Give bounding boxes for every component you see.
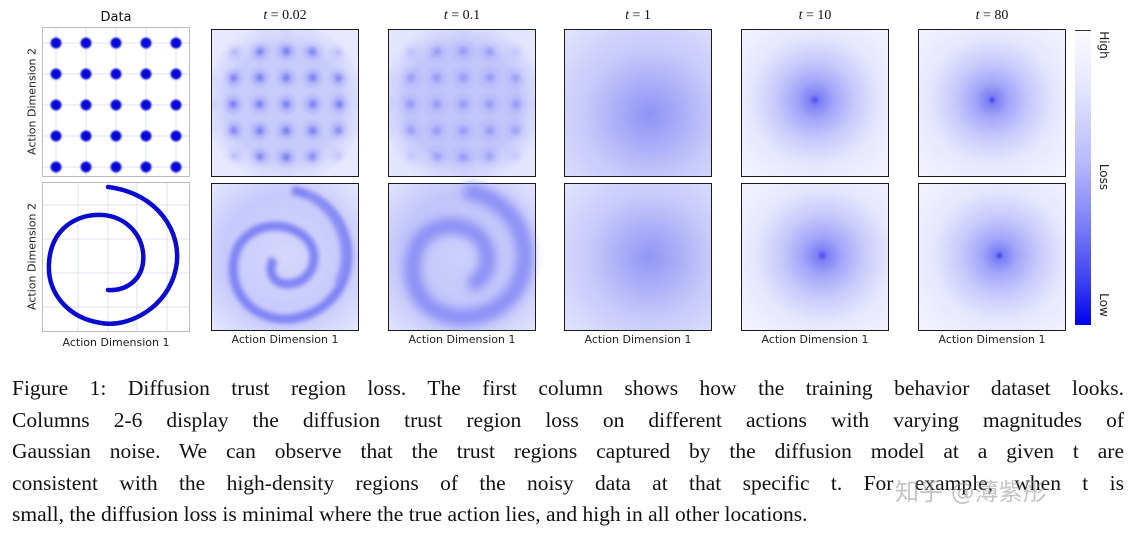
heatmap-grid-t-80 <box>918 29 1066 177</box>
t-value: 0.02 <box>282 8 307 23</box>
x-axis-label-t-0.1: Action Dimension 1 <box>408 333 516 346</box>
colorbar-low-label: Low <box>1097 293 1111 317</box>
caption-line-1: Figure 1: Diffusion trust region loss. T… <box>12 376 1124 400</box>
spiral-loss-pattern <box>228 185 353 324</box>
t-value: 80 <box>994 8 1009 23</box>
heatmap-spiral-t-10 <box>741 183 889 331</box>
heatmap-spiral-t-0.02 <box>211 183 359 331</box>
heatmap-spiral-t-0.1 <box>388 182 536 331</box>
heatmap-spiral-t-80 <box>918 183 1066 331</box>
column-title-t-80: t = 80 <box>975 8 1009 23</box>
colorbar <box>1075 30 1091 325</box>
x-axis-label-t-1: Action Dimension 1 <box>584 333 692 346</box>
column-title-t-1: t = 1 <box>625 8 651 23</box>
caption-line-4: consistent with the high-density regions… <box>12 470 1124 495</box>
t-value: 10 <box>817 8 832 23</box>
column-title-data: Data <box>100 10 132 25</box>
y-axis-label-row2: Action Dimension 2 <box>25 203 39 310</box>
x-axis-label-t-80: Action Dimension 1 <box>938 333 1046 346</box>
heatmap-grid-t-0.1 <box>388 29 536 177</box>
spiral-loss-pattern <box>404 182 533 326</box>
column-title-t-10: t = 10 <box>798 8 832 23</box>
t-value: 1 <box>643 8 651 23</box>
data-panel-spiral <box>42 182 190 332</box>
data-panel-grid <box>42 27 190 177</box>
x-axis-label-t-10: Action Dimension 1 <box>761 333 869 346</box>
heatmap-spiral-t-1 <box>564 183 712 331</box>
column-title-t-0.02: t = 0.02 <box>263 8 307 23</box>
column-title-t-0.1: t = 0.1 <box>443 8 481 23</box>
figure-caption: Figure 1: Diffusion trust region loss. T… <box>12 373 1124 531</box>
heatmap-grid-t-1 <box>564 29 712 177</box>
grid-scatter-plot <box>43 28 189 176</box>
caption-line-2: Columns 2-6 display the diffusion trust … <box>12 407 1124 432</box>
heatmap-grid-t-0.02 <box>211 29 359 177</box>
caption-line-5: small, the diffusion loss is minimal whe… <box>12 502 808 526</box>
watermark: 知乎 @薄紫彤 <box>895 478 1047 506</box>
heatmap-grid-t-10 <box>741 29 889 177</box>
spiral-scatter-plot <box>43 183 189 331</box>
y-axis-label-row1: Action Dimension 2 <box>25 48 39 155</box>
x-axis-label-data: Action Dimension 1 <box>62 336 170 349</box>
t-value: 0.1 <box>462 8 481 23</box>
x-axis-label-t-0.02: Action Dimension 1 <box>231 333 339 346</box>
colorbar-loss-label: Loss <box>1097 163 1111 191</box>
caption-line-3: Gaussian noise. We can observe that the … <box>12 439 1124 463</box>
colorbar-high-label: High <box>1097 31 1111 59</box>
